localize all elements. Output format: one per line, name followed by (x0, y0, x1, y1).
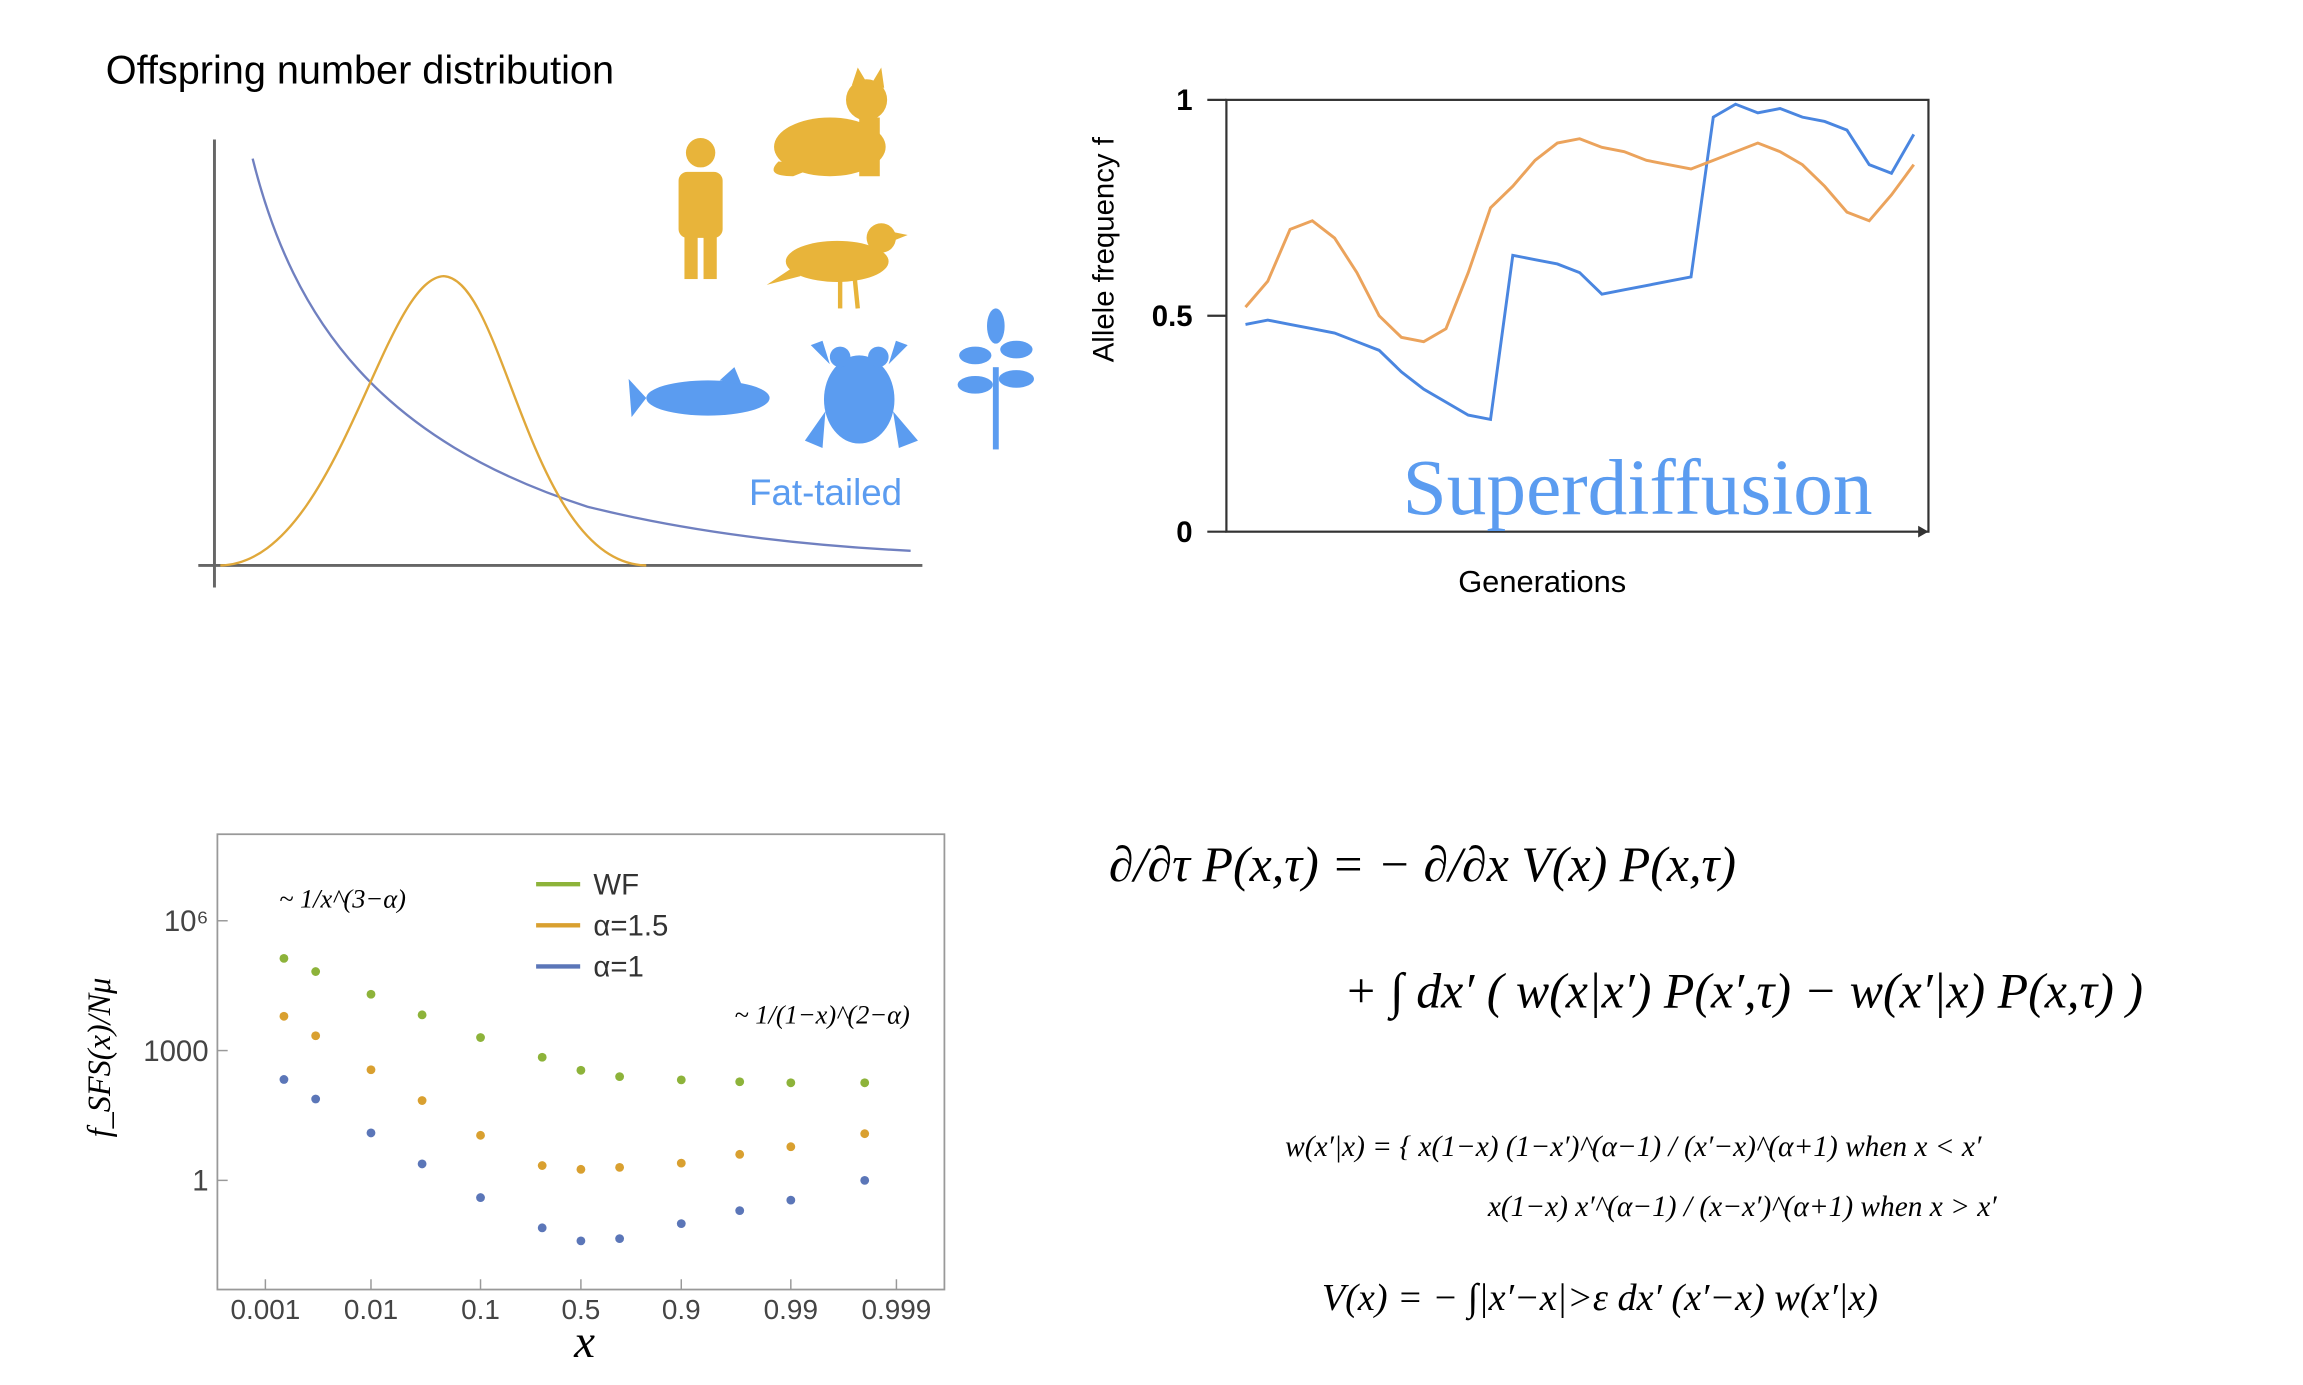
superdiffusion-label: Superdiffusion (1403, 444, 1873, 532)
trajectory (1244, 137, 1915, 344)
trajectory (1245, 102, 1916, 422)
point (735, 1077, 745, 1087)
x-tick-label: 0.99 (764, 1294, 818, 1325)
point (860, 1078, 870, 1088)
y-tick-label: 1000 (143, 1035, 208, 1068)
equation: ∂/∂τ P(x,τ) = − ∂/∂x V(x) P(x,τ) (1109, 837, 1736, 892)
point (537, 1161, 547, 1170)
legend-label: α=1 (593, 951, 643, 984)
point (366, 989, 376, 999)
x-tick-label: 0.999 (862, 1294, 932, 1325)
point (311, 1094, 321, 1104)
fat-tail-curve (251, 158, 911, 552)
x-tick-label: 0.001 (230, 1294, 300, 1325)
y-tick-label: 0 (1176, 516, 1192, 549)
y-tick-label: 1 (192, 1165, 208, 1198)
panel-title: Offspring number distribution (106, 49, 614, 93)
point (860, 1175, 870, 1185)
point (676, 1075, 686, 1085)
legend-label: WF (593, 868, 639, 901)
annotation: ~ 1/(1−x)^(2−α) (734, 1000, 909, 1030)
point (786, 1195, 796, 1205)
point (537, 1223, 547, 1233)
point (615, 1234, 625, 1244)
x-axis-label: x (573, 1316, 595, 1368)
point (615, 1072, 625, 1082)
point (860, 1129, 870, 1139)
y-tick-label: 1 (1176, 84, 1192, 117)
point (676, 1219, 686, 1229)
point (417, 1010, 427, 1020)
point (476, 1130, 485, 1140)
y-tick-label: 10⁶ (164, 905, 209, 938)
x-tick-label: 0.1 (461, 1294, 500, 1325)
point (735, 1149, 745, 1159)
gaussian-curve (220, 274, 647, 567)
point (735, 1206, 745, 1216)
point (279, 1075, 289, 1084)
x-tick-label: 0.01 (344, 1294, 398, 1325)
legend-label: α=1.5 (593, 910, 668, 943)
point (311, 967, 321, 976)
x-tick-label: 0.9 (662, 1294, 701, 1325)
point (676, 1158, 686, 1168)
point (786, 1142, 796, 1152)
point (615, 1162, 625, 1172)
equation: + ∫ dx′ ( w(x|x′) P(x′,τ) − w(x′|x) P(x,… (1344, 964, 2143, 1022)
y-axis-label: f_SFS(x)/Nμ (81, 978, 117, 1138)
point (366, 1128, 376, 1138)
icons-gold (678, 67, 908, 309)
equation: V(x) = − ∫|x′−x|>ε dx′ (x′−x) w(x′|x) (1322, 1277, 1878, 1321)
icons-blue (628, 308, 1035, 450)
point (417, 1159, 427, 1169)
equation: x(1−x) x′^(α−1) / (x−x′)^(α+1) when x > … (1487, 1191, 1997, 1223)
point (576, 1236, 586, 1246)
equation: w(x′|x) = { x(1−x) (1−x′)^(α−1) / (x′−x)… (1285, 1131, 1982, 1163)
point (476, 1193, 485, 1202)
point (476, 1033, 485, 1042)
point (279, 1011, 289, 1021)
equations: ∂/∂τ P(x,τ) = − ∂/∂x V(x) P(x,τ) + ∫ dx′… (1109, 837, 2143, 1321)
y-axis-label: Allele frequency f (1087, 136, 1120, 362)
x-axis-label: Generations (1458, 564, 1626, 599)
annotation: ~ 1/x^(3−α) (279, 884, 406, 914)
point (786, 1078, 796, 1088)
fat-tailed-label: Fat-tailed (749, 472, 902, 513)
x-tick-label: 0.5 (562, 1294, 601, 1325)
point (576, 1065, 586, 1075)
y-tick-label: 0.5 (1152, 300, 1193, 333)
arrow (1918, 525, 1929, 538)
point (417, 1096, 427, 1105)
point (537, 1052, 547, 1062)
point (366, 1065, 376, 1075)
point (311, 1031, 321, 1041)
point (576, 1164, 586, 1174)
point (279, 953, 289, 963)
